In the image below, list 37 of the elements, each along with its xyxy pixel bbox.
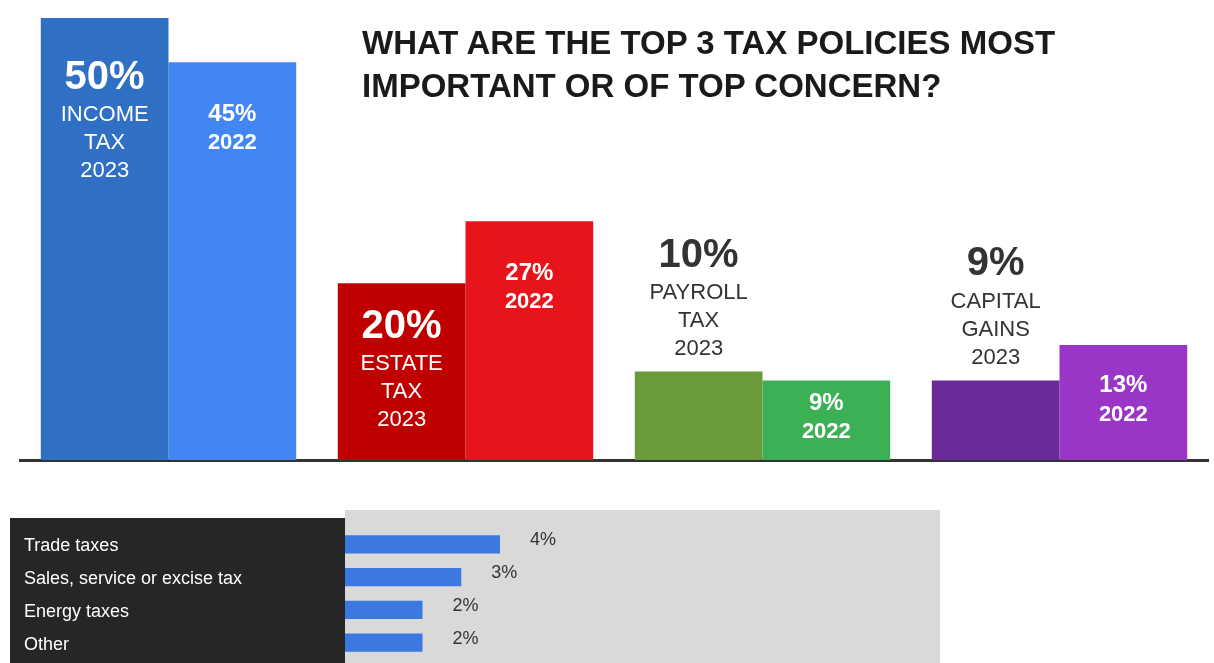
bar: [40, 18, 169, 460]
text: WHAT ARE THE TOP 3 TAX POLICIES MOST IMPORTANT OR OF TOP CONCERN?: [362, 23, 1057, 106]
bar: [1059, 345, 1188, 460]
text: 2022: [1098, 400, 1148, 426]
data-label: 27%: [505, 257, 554, 285]
y-tick-label: Trade taxes: [24, 535, 119, 556]
text: 2022: [504, 288, 554, 314]
data-label: 2%: [452, 627, 479, 648]
bar: [931, 380, 1060, 460]
data-label: 2%: [452, 594, 479, 615]
text: 2023: [377, 405, 427, 431]
x-tick-label: INCOME TAX: [60, 101, 149, 155]
series-label: 2023: [674, 334, 724, 360]
x-tick-label: CAPITAL GAINS: [950, 287, 1041, 341]
data-label: 10%: [658, 230, 739, 275]
text: 2022: [207, 129, 257, 155]
x-tick-label: PAYROLL TAX: [649, 278, 748, 332]
data-label: 9%: [809, 387, 844, 415]
bar: [465, 221, 594, 460]
data-label: 45%: [208, 98, 257, 126]
bar: [762, 380, 891, 460]
data-label: 20%: [361, 301, 442, 346]
x-tick-label: ESTATE TAX: [360, 349, 443, 403]
series-label: 2022: [801, 418, 851, 444]
data-label: 13%: [1099, 370, 1148, 398]
y-tick-label: Sales, service or excise tax: [24, 568, 243, 589]
y-tick-label: Energy taxes: [24, 600, 130, 621]
data-label: 3%: [491, 562, 518, 583]
bar: [634, 371, 763, 460]
bar: [337, 283, 466, 460]
bar: [168, 62, 297, 460]
data-label: 50%: [64, 53, 145, 98]
text: 2023: [971, 343, 1021, 369]
data-label: 4%: [530, 529, 557, 550]
text: 2023: [80, 157, 130, 183]
y-tick-label: Other: [24, 633, 70, 654]
data-label: 9%: [966, 239, 1025, 284]
